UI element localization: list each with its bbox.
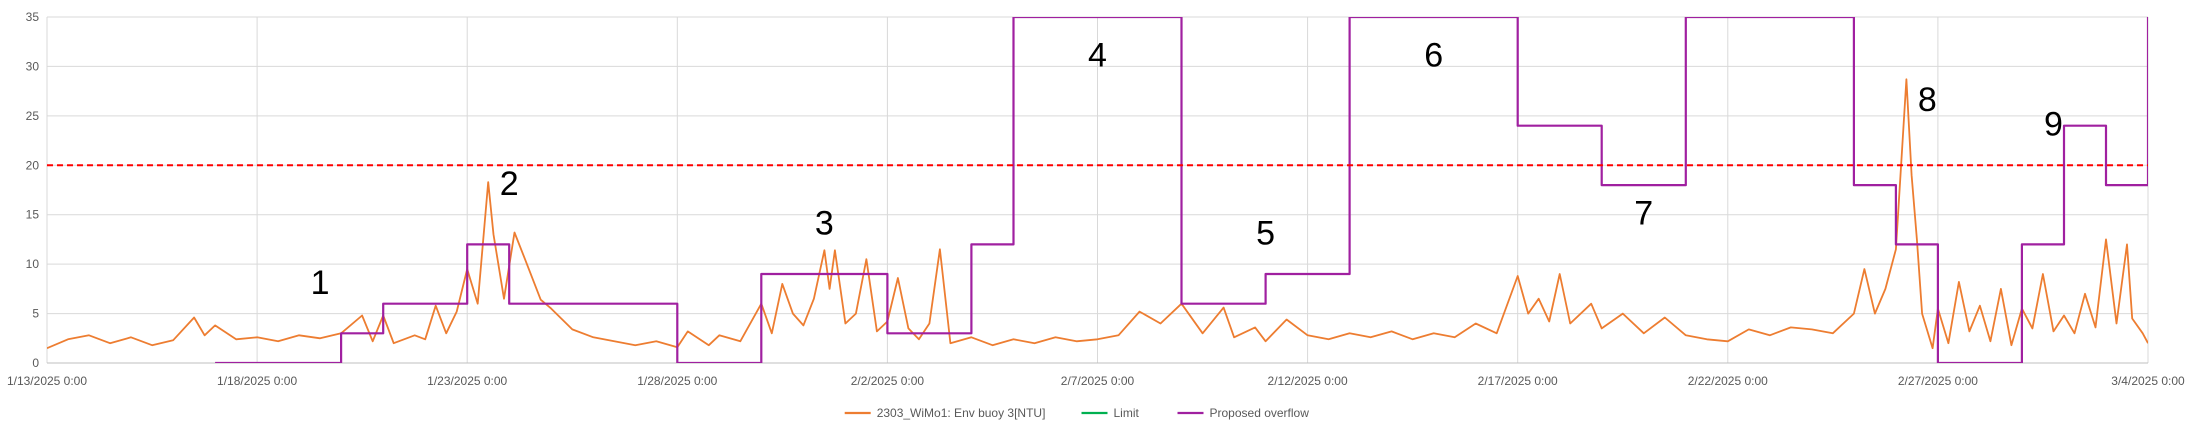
annotation-label: 5 [1256, 214, 1275, 252]
annotations: 1 2 3 4 5 6 7 8 9 [311, 36, 2063, 301]
x-tick-label: 2/22/2025 0:00 [1688, 374, 1768, 388]
annotation-label: 7 [1634, 195, 1653, 233]
x-tick-label: 1/18/2025 0:00 [217, 374, 297, 388]
y-tick-label: 0 [32, 356, 39, 370]
series-line-2303-wimo1-env-buoy-3-ntu [47, 78, 2148, 350]
annotation-label: 6 [1424, 36, 1443, 74]
series-group [47, 17, 2148, 363]
x-tick-label: 1/23/2025 0:00 [427, 374, 507, 388]
y-tick-label: 30 [26, 59, 40, 73]
x-tick-label: 2/17/2025 0:00 [1478, 374, 1558, 388]
legend-label: Proposed overflow [1210, 406, 1310, 420]
legend-label: Limit [1114, 406, 1140, 420]
annotation-label: 4 [1088, 36, 1107, 74]
x-tick-label: 1/28/2025 0:00 [637, 374, 717, 388]
y-tick-label: 10 [26, 257, 40, 271]
y-tick-label: 20 [26, 158, 40, 172]
legend: 2303_WiMo1: Env buoy 3[NTU] Limit Proposed… [844, 406, 1310, 420]
y-tick-label: 35 [26, 10, 40, 24]
x-tick-label: 2/12/2025 0:00 [1268, 374, 1348, 388]
x-tick-label: 2/2/2025 0:00 [851, 374, 925, 388]
annotation-label: 8 [1918, 81, 1937, 119]
annotation-label: 1 [311, 264, 330, 302]
x-tick-label: 3/4/2025 0:00 [2111, 374, 2185, 388]
annotation-label: 3 [815, 204, 834, 242]
x-tick-label: 2/27/2025 0:00 [1898, 374, 1978, 388]
y-tick-label: 25 [26, 109, 40, 123]
y-tick-label: 15 [26, 208, 40, 222]
y-tick-labels: 0 5 10 15 20 25 30 35 [26, 10, 40, 370]
x-tick-labels: 1/13/2025 0:00 1/18/2025 0:00 1/23/2025 0:… [7, 374, 2185, 388]
x-tick-label: 2/7/2025 0:00 [1061, 374, 1135, 388]
y-tick-label: 5 [32, 307, 39, 321]
annotation-label: 9 [2044, 106, 2063, 144]
series-line-proposed-overflow [215, 17, 2148, 363]
legend-label: 2303_WiMo1: Env buoy 3[NTU] [877, 406, 1046, 420]
annotation-label: 2 [500, 165, 519, 203]
x-tick-label: 1/13/2025 0:00 [7, 374, 87, 388]
